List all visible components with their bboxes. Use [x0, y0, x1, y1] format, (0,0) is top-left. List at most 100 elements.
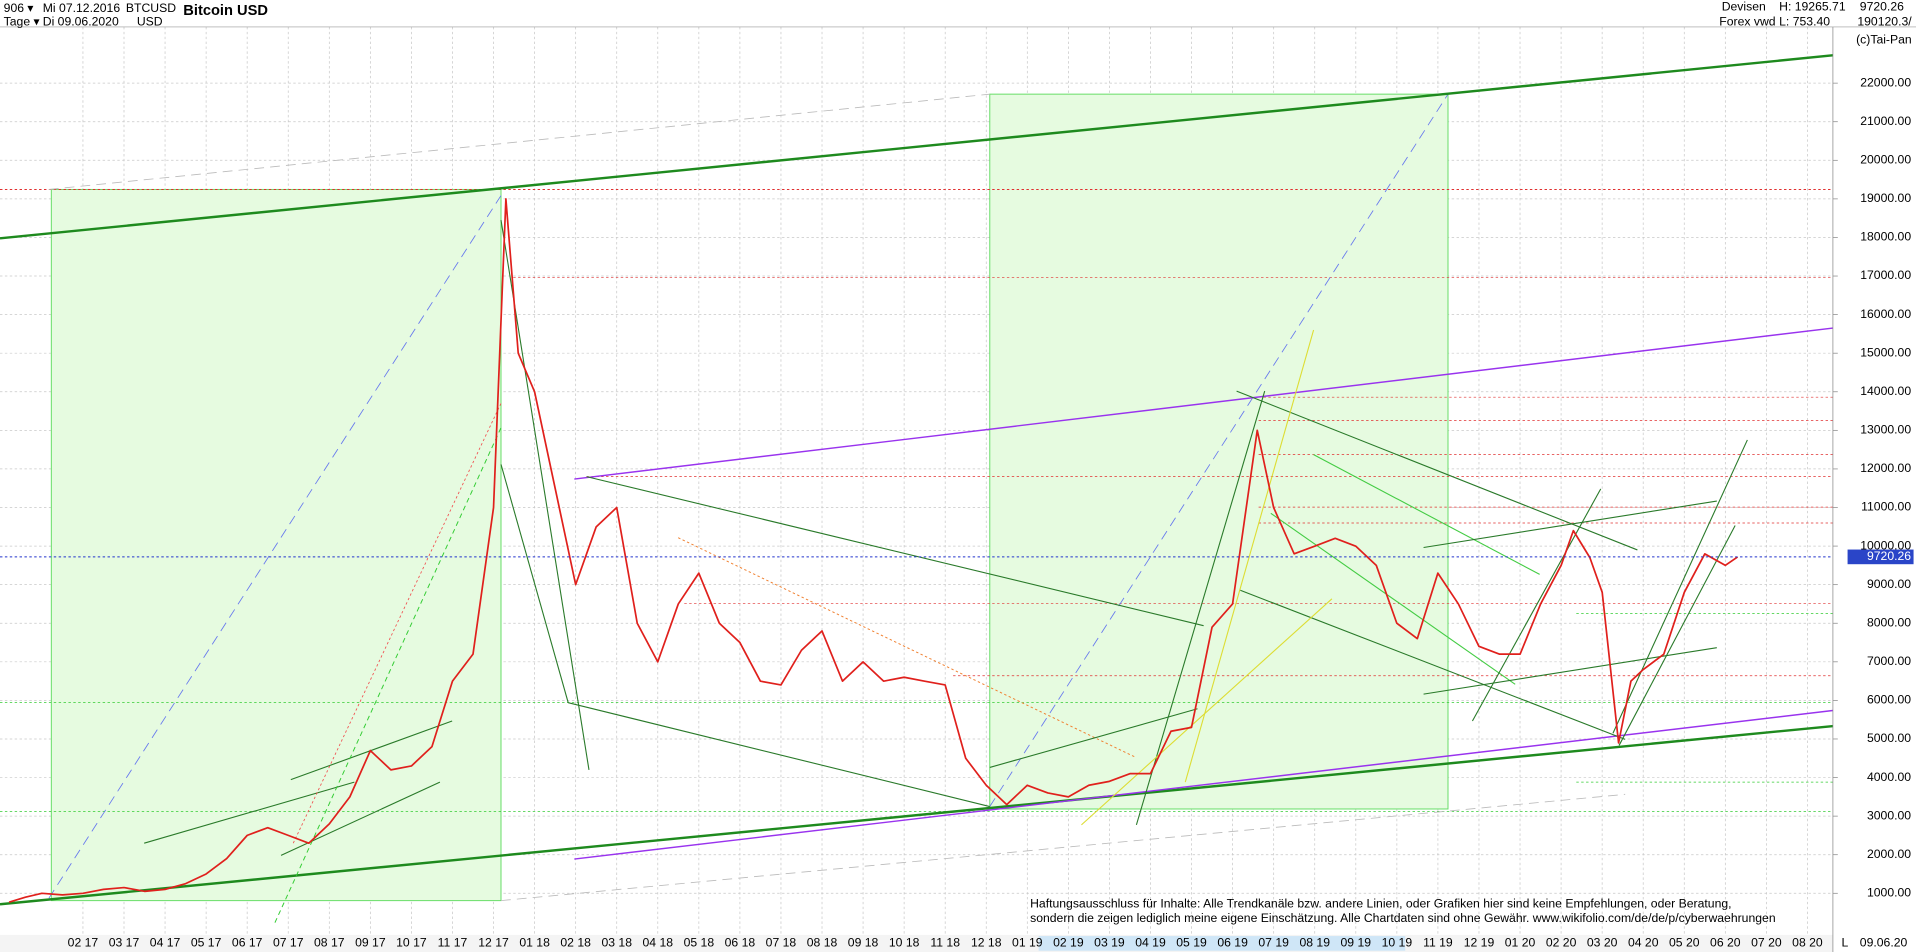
trend-line — [48, 195, 502, 899]
x-tick-label: 11 18 — [930, 936, 960, 950]
trend-line — [989, 708, 1198, 768]
y-tick-label: 2000.00 — [1867, 847, 1911, 861]
x-tick-label: 09 19 — [1341, 936, 1372, 950]
x-tick-label: 08 20 — [1792, 936, 1823, 950]
x-tick-label: 06 17 — [232, 936, 263, 950]
trend-line — [1270, 512, 1516, 685]
x-tick-label: 03 20 — [1587, 936, 1618, 950]
x-tick-label: 10 19 — [1382, 936, 1413, 950]
trend-line — [586, 476, 1204, 627]
y-tick-label: 18000.00 — [1860, 230, 1911, 244]
x-tick-label: 04 18 — [643, 936, 674, 950]
x-tick-label: 02 19 — [1053, 936, 1084, 950]
trend-line — [500, 793, 1626, 902]
x-tick-label: 08 19 — [1299, 936, 1330, 950]
trend-line — [568, 702, 990, 808]
header-currency: USD — [137, 14, 163, 28]
trend-line — [1423, 647, 1717, 695]
y-tick-label: 12000.00 — [1860, 461, 1911, 475]
header-to: Di 09.06.2020 — [43, 14, 119, 28]
x-tick-label: 10 17 — [396, 936, 427, 950]
trend-line — [1618, 525, 1736, 746]
x-tick-label: 07 19 — [1258, 936, 1289, 950]
y-tick-label: 4000.00 — [1867, 770, 1911, 784]
y-tick-label: 15000.00 — [1860, 345, 1911, 359]
x-tick-label: 01 19 — [1012, 936, 1043, 950]
x-tick-label: 02 18 — [560, 936, 591, 950]
x-tick-label: 05 20 — [1669, 936, 1700, 950]
x-tick-label: 05 19 — [1176, 936, 1207, 950]
x-tick-label: 09 18 — [848, 936, 879, 950]
header-symbol: BTCUSD — [126, 1, 176, 15]
x-tick-label: 07 18 — [766, 936, 797, 950]
y-tick-label: 11000.00 — [1861, 500, 1911, 514]
trend-line — [1313, 454, 1540, 575]
x-tick-label: 12 18 — [971, 936, 1002, 950]
x-tick-label: 08 18 — [807, 936, 838, 950]
price-line — [8, 198, 1739, 904]
scale-mode[interactable]: L — [1841, 936, 1848, 950]
x-tick-label: 05 18 — [684, 936, 715, 950]
trend-line — [1184, 329, 1315, 783]
x-tick-label: 03 17 — [109, 936, 140, 950]
trend-line — [1612, 439, 1748, 734]
header-low: L: 753.40 — [1779, 14, 1830, 28]
x-tick-label: 11 17 — [438, 936, 468, 950]
y-tick-label: 21000.00 — [1860, 114, 1911, 128]
axes: 1000.00 2000.00 3000.00 4000.00 5000.00 6000.… — [68, 75, 1914, 950]
y-tick-label: 22000.00 — [1860, 75, 1911, 89]
header-count[interactable]: 906 ▾ — [4, 1, 34, 15]
y-tick-label: 5000.00 — [1867, 731, 1911, 745]
trend-line — [0, 52, 1848, 240]
header-source: Forex vwd — [1719, 14, 1775, 28]
x-tick-label: 04 20 — [1628, 936, 1659, 950]
trend-line — [574, 325, 1848, 480]
y-tick-label: 17000.00 — [1860, 268, 1911, 282]
x-tick-label: 11 19 — [1423, 936, 1453, 950]
copyright: (c)Tai-Pan — [1856, 33, 1912, 47]
trend-line — [1081, 598, 1333, 826]
trend-line — [1240, 589, 1626, 740]
y-tick-label: 19000.00 — [1860, 191, 1911, 205]
header-volume: 190120.3/ — [1857, 14, 1912, 28]
trend-line — [500, 464, 569, 703]
trend-line — [48, 93, 990, 190]
trend-line — [1135, 390, 1266, 826]
header-period[interactable]: Tage ▾ — [4, 14, 40, 28]
x-tick-label: 07 17 — [273, 936, 304, 950]
x-tick-label: 12 17 — [478, 936, 509, 950]
trend-line — [1471, 488, 1602, 722]
header-from: Mi 07.12.2016 — [43, 1, 121, 15]
header-bar — [0, 0, 1916, 27]
y-tick-label: 1000.00 — [1867, 886, 1911, 900]
trend-line — [1423, 500, 1717, 549]
last-price-label: 9720.26 — [1867, 549, 1911, 563]
x-tick-label: 10 18 — [889, 936, 920, 950]
y-axis-panel — [1832, 26, 1916, 952]
x-tick-label: 02 17 — [68, 936, 99, 950]
y-tick-label: 7000.00 — [1867, 654, 1911, 668]
disclaimer: Haftungsausschluss für Inhalte: Alle Tre… — [1030, 897, 1731, 911]
x-tick-label: 06 18 — [725, 936, 756, 950]
header-last: 9720.26 — [1860, 0, 1904, 14]
y-tick-label: 3000.00 — [1867, 808, 1911, 822]
x-tick-label: 03 19 — [1094, 936, 1125, 950]
x-tick-label: 06 19 — [1217, 936, 1248, 950]
disclaimer: sondern die zeigen lediglich meine eigen… — [1030, 911, 1776, 925]
x-tick-label: 04 17 — [150, 936, 181, 950]
x-tick-label: 01 18 — [519, 936, 550, 950]
trend-line — [677, 537, 1137, 759]
trend-line — [989, 93, 1449, 807]
x-axis-highlight — [1038, 936, 1406, 951]
trend-line — [0, 723, 1848, 906]
x-tick-label: 04 19 — [1135, 936, 1166, 950]
x-tick-label: 09 17 — [355, 936, 386, 950]
end-date: 09.06.20 — [1860, 936, 1908, 950]
x-tick-label: 03 18 — [601, 936, 632, 950]
trend-line — [274, 427, 502, 923]
price-series — [0, 198, 1833, 904]
x-tick-label: 05 17 — [191, 936, 222, 950]
y-tick-label: 14000.00 — [1860, 384, 1911, 398]
y-tick-label: 13000.00 — [1860, 423, 1911, 437]
